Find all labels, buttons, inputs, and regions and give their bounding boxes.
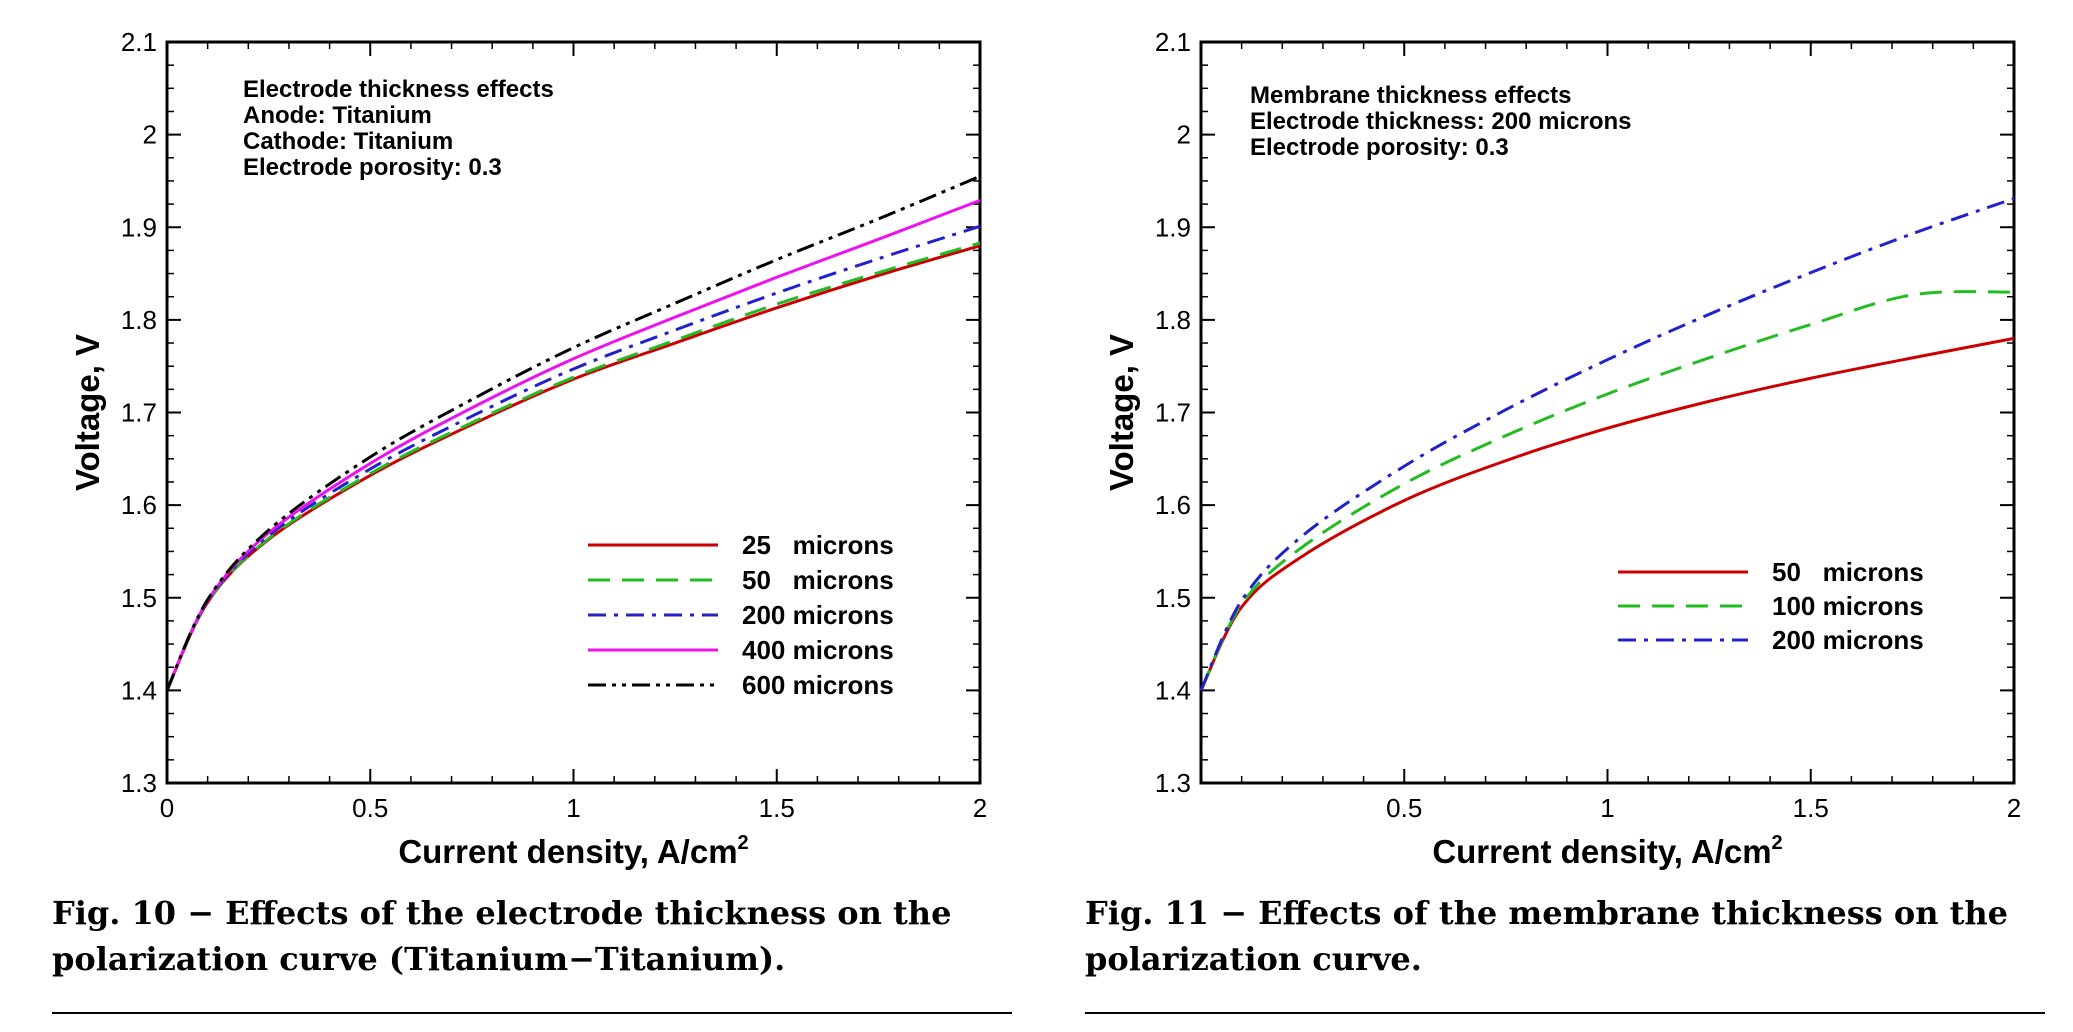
annotation-text: Electrode thickness: 200 microns — [1250, 108, 1632, 135]
y-tick-label: 2.1 — [121, 27, 157, 57]
y-axis-title: Voltage, V — [1103, 334, 1140, 491]
y-tick-label: 1.4 — [1155, 675, 1191, 705]
y-tick-label: 1.4 — [121, 675, 157, 705]
series-line — [165, 174, 981, 691]
annotation-text: Cathode: Titanium — [243, 128, 453, 155]
annotation-text: Membrane thickness effects — [1250, 82, 1571, 109]
figure-caption-11: Fig. 11 − Effects of the membrane thickn… — [1085, 890, 2045, 982]
y-tick-label: 1.3 — [121, 768, 157, 798]
y-tick-label: 1.5 — [121, 583, 157, 613]
caption-rule — [52, 1012, 1012, 1014]
x-axis-title: Current density, A/cm2 — [398, 832, 748, 870]
caption-line: polarization curve (Titanium−Titanium). — [52, 940, 786, 978]
x-tick-label: 0.5 — [352, 793, 388, 823]
x-tick-label: 1 — [566, 793, 580, 823]
x-axis-title-superscript: 2 — [738, 832, 749, 854]
y-tick-label: 2.1 — [1155, 27, 1191, 57]
y-tick-label: 1.8 — [1155, 305, 1191, 335]
y-tick-label: 1.9 — [1155, 212, 1191, 242]
caption-line: Fig. 10 − Effects of the electrode thick… — [52, 894, 952, 932]
x-tick-label: 0.5 — [1386, 793, 1422, 823]
y-tick-label: 1.7 — [121, 398, 157, 428]
chart-electrode-thickness: 0 0.5 1 1.5 2 1.3 1.4 1.5 1.6 1.7 1.8 1.9 2 2.1 Curren… — [69, 27, 987, 870]
chart-membrane-thickness: 0.5 1 1.5 2 1.3 1.4 1.5 1.6 1.7 1.8 1.9 2 2.1 Current… — [1103, 27, 2021, 870]
x-tick-label: 1.5 — [759, 793, 795, 823]
legend-label: 400 microns — [742, 635, 894, 665]
annotation-text: Electrode porosity: 0.3 — [1250, 134, 1509, 161]
annotation-text: Anode: Titanium — [243, 102, 432, 129]
caption-rule — [1085, 1012, 2045, 1014]
y-axis-title: Voltage, V — [69, 334, 106, 491]
y-tick-label: 1.9 — [121, 212, 157, 242]
legend-label: 50 microns — [1772, 557, 1924, 587]
legend-label: 200 microns — [742, 600, 894, 630]
x-tick-label: 2 — [973, 793, 987, 823]
series-line — [165, 198, 981, 691]
annotation-text: Electrode thickness effects — [243, 76, 554, 103]
caption-line: polarization curve. — [1085, 940, 1422, 978]
x-tick-label: 1 — [1600, 793, 1614, 823]
caption-line: Fig. 11 − Effects of the membrane thickn… — [1085, 894, 2009, 932]
legend-label: 200 microns — [1772, 625, 1924, 655]
x-axis-title: Current density, A/cm2 — [1432, 832, 1782, 870]
legend-label: 100 microns — [1772, 591, 1924, 621]
annotation-text: Electrode porosity: 0.3 — [243, 154, 502, 181]
x-tick-label: 0 — [160, 793, 174, 823]
y-tick-label: 1.8 — [121, 305, 157, 335]
series-line — [1199, 290, 2015, 692]
x-tick-label: 2 — [2007, 793, 2021, 823]
series-line — [1199, 336, 2015, 692]
figure-caption-10: Fig. 10 − Effects of the electrode thick… — [52, 890, 1012, 982]
y-tick-label: 1.5 — [1155, 583, 1191, 613]
y-tick-label: 1.6 — [121, 490, 157, 520]
x-tick-label: 1.5 — [1793, 793, 1829, 823]
y-tick-label: 2 — [1177, 120, 1191, 150]
series-line — [165, 241, 981, 692]
legend-label: 25 microns — [742, 530, 894, 560]
legend-label: 600 microns — [742, 670, 894, 700]
y-tick-label: 2 — [143, 120, 157, 150]
y-tick-label: 1.7 — [1155, 398, 1191, 428]
series-line — [1199, 197, 2015, 691]
y-tick-label: 1.6 — [1155, 490, 1191, 520]
y-tick-label: 1.3 — [1155, 768, 1191, 798]
x-axis-title-superscript: 2 — [1772, 832, 1783, 854]
legend-label: 50 microns — [742, 565, 894, 595]
